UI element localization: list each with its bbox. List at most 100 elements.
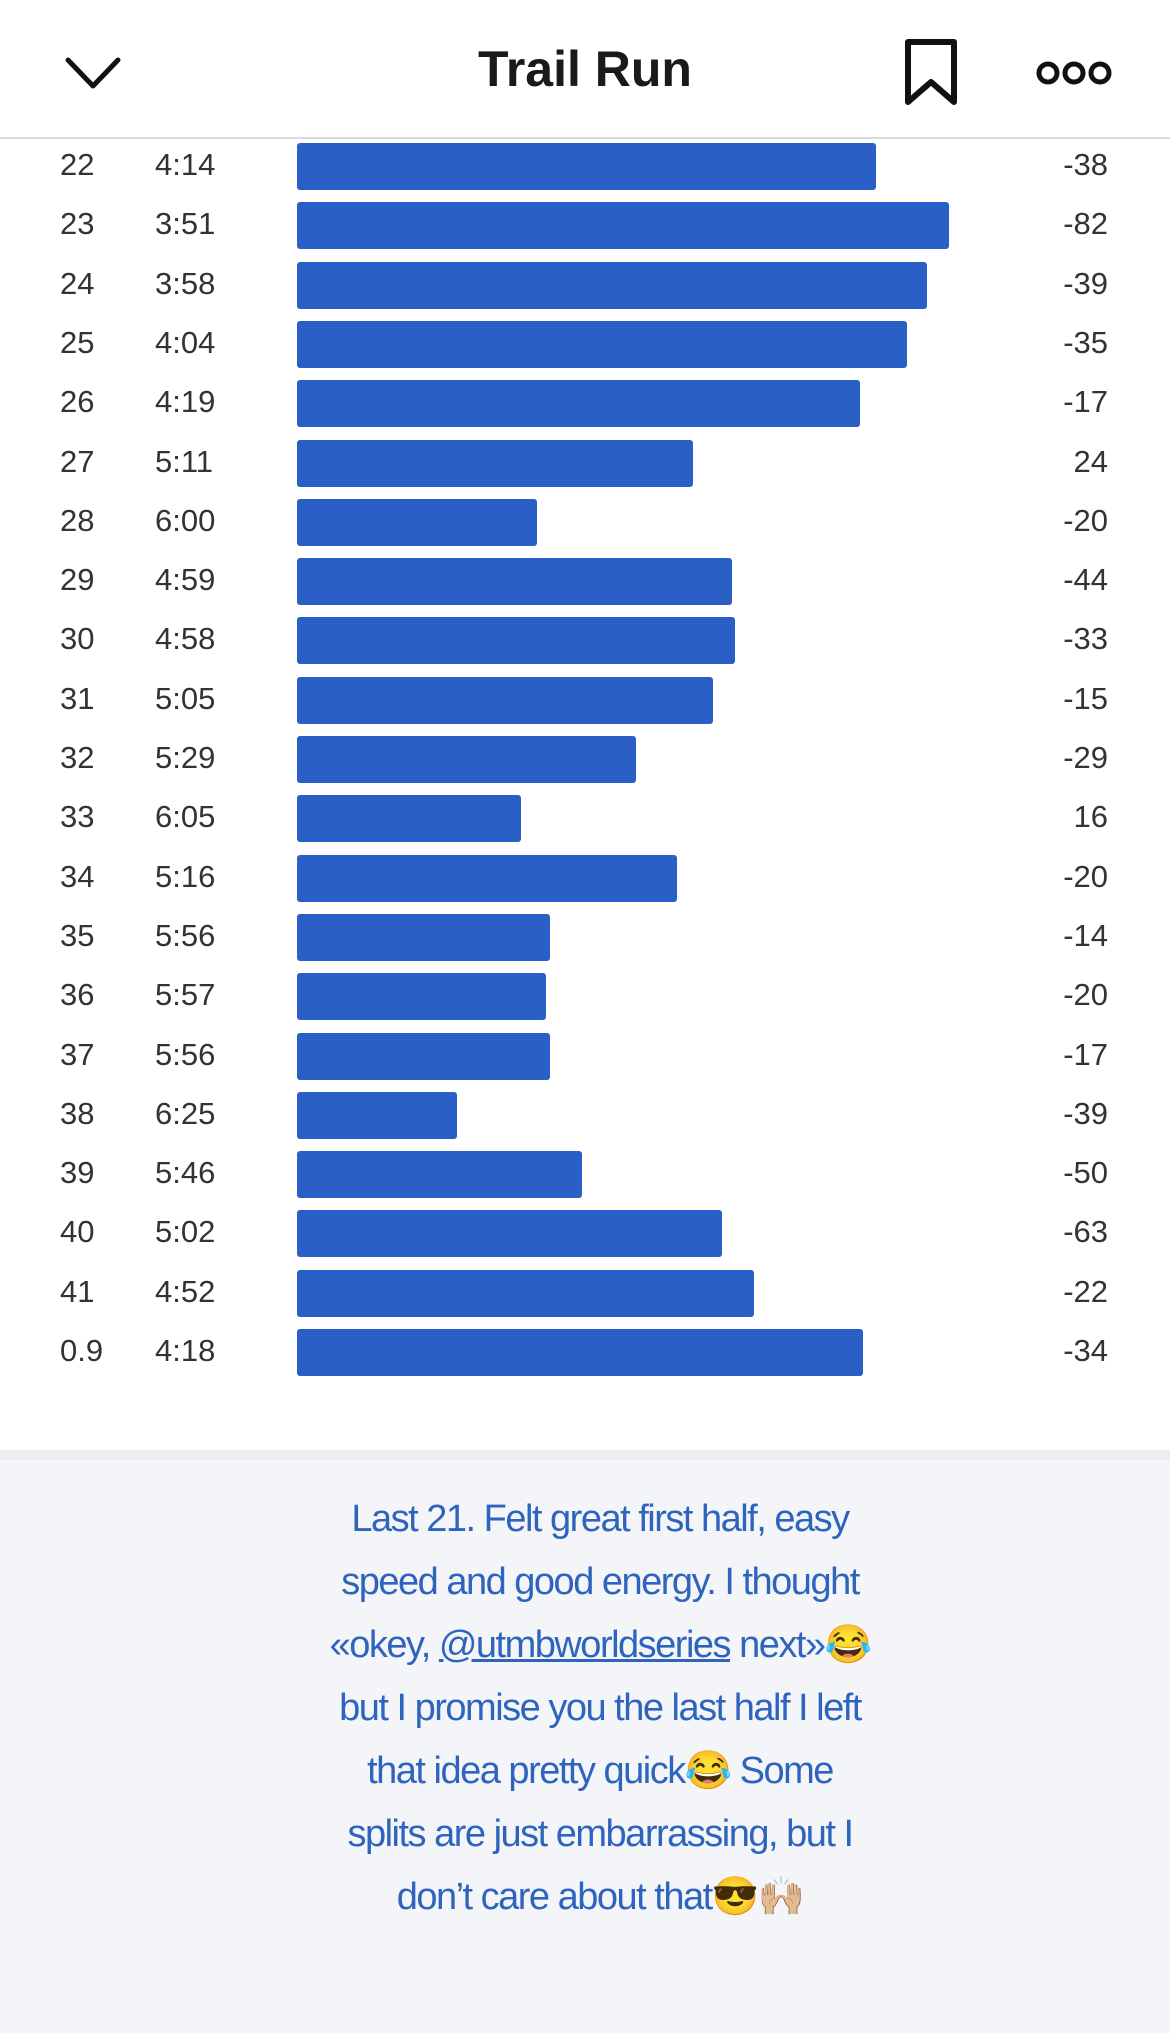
pace-bar: [297, 1032, 550, 1080]
pace-bar: [297, 498, 537, 546]
split-distance: 38: [60, 1095, 95, 1131]
pace-bar: [297, 202, 949, 250]
split-elevation: -50: [1063, 1155, 1108, 1191]
pace-bar: [297, 1329, 863, 1376]
caption-text: «okey,: [329, 1624, 439, 1666]
split-elevation: 24: [1073, 443, 1108, 479]
split-distance: 33: [60, 799, 95, 835]
split-elevation: -34: [1063, 1333, 1108, 1368]
page-title: Trail Run: [478, 41, 692, 97]
split-pace: 5:56: [155, 1036, 216, 1072]
split-row: 39 5:46 -50: [0, 1145, 1170, 1204]
split-row: 30 4:58 -33: [0, 611, 1170, 670]
pace-bar: [297, 143, 876, 190]
split-elevation: -35: [1063, 324, 1108, 360]
split-pace: 5:46: [155, 1155, 216, 1191]
split-elevation: -33: [1063, 621, 1108, 657]
caption-area: Last 21. Felt great first half, easy spe…: [0, 1450, 1170, 2033]
split-row: 26 4:19 -17: [0, 374, 1170, 433]
pace-bar: [297, 854, 677, 902]
split-row: 24 3:58 -39: [0, 256, 1170, 315]
split-elevation: -20: [1063, 977, 1108, 1013]
split-row: 25 4:04 -35: [0, 315, 1170, 374]
pace-bar: [297, 1210, 722, 1258]
split-pace: 4:14: [155, 147, 216, 182]
split-pace: 4:04: [155, 324, 216, 360]
split-row: 0.9 4:18 -34: [0, 1323, 1170, 1382]
split-row: 31 5:05 -15: [0, 671, 1170, 730]
post-caption: Last 21. Felt great first half, easy spe…: [290, 1488, 910, 1929]
split-distance: 37: [60, 1036, 95, 1072]
split-elevation: -17: [1063, 1036, 1108, 1072]
split-pace: 3:51: [155, 206, 216, 242]
split-pace: 6:25: [155, 1095, 216, 1131]
pace-bar: [297, 736, 636, 783]
split-elevation: -38: [1063, 147, 1108, 182]
split-distance: 0.9: [60, 1333, 104, 1368]
split-pace: 4:52: [155, 1273, 216, 1309]
split-row: 23 3:51 -82: [0, 196, 1170, 255]
split-row: 32 5:29 -29: [0, 730, 1170, 789]
split-elevation: -44: [1063, 562, 1108, 598]
split-pace: 5:56: [155, 917, 216, 953]
pace-bar: [297, 617, 735, 665]
split-pace: 5:29: [155, 740, 216, 775]
split-elevation: -39: [1063, 1095, 1108, 1131]
split-distance: 34: [60, 858, 95, 894]
split-elevation: -17: [1063, 384, 1108, 420]
caption-text: next»😂: [730, 1624, 872, 1666]
caption-line: Last 21. Felt great first half, easy: [351, 1498, 850, 1540]
pace-bar: [297, 558, 732, 606]
split-pace: 4:19: [155, 384, 216, 420]
split-elevation: -14: [1063, 917, 1108, 953]
split-distance: 35: [60, 917, 95, 953]
split-row: 29 4:59 -44: [0, 552, 1170, 611]
split-distance: 24: [60, 265, 95, 301]
split-pace: 6:05: [155, 799, 216, 835]
split-row: 28 6:00 -20: [0, 493, 1170, 552]
split-elevation: -22: [1063, 1273, 1108, 1309]
split-row: 22 4:14 -38: [0, 137, 1170, 196]
bookmark-icon[interactable]: [902, 38, 960, 108]
split-distance: 31: [60, 680, 95, 716]
split-row: 35 5:56 -14: [0, 908, 1170, 967]
pace-bar: [297, 439, 693, 487]
split-elevation: -82: [1063, 206, 1108, 242]
split-pace: 5:11: [155, 443, 214, 479]
split-elevation: -63: [1063, 1214, 1108, 1250]
split-distance: 30: [60, 621, 95, 657]
caption-line: «okey, @utmbworldseries next»😂: [290, 1614, 910, 1677]
pace-bar: [297, 676, 713, 724]
more-icon[interactable]: [1036, 54, 1112, 92]
split-distance: 41: [60, 1273, 95, 1309]
caption-line: splits are just embarrassing, but I: [347, 1813, 854, 1855]
split-elevation: -29: [1063, 740, 1108, 775]
pace-bar: [297, 973, 546, 1021]
split-elevation: -20: [1063, 502, 1108, 538]
split-pace: 4:59: [155, 562, 216, 598]
split-pace: 6:00: [155, 502, 216, 538]
split-distance: 36: [60, 977, 95, 1013]
pace-bar: [297, 380, 860, 428]
split-row: 27 5:11 24: [0, 434, 1170, 493]
split-elevation: -20: [1063, 858, 1108, 894]
split-pace: 5:16: [155, 858, 216, 894]
chevron-down-icon[interactable]: [62, 48, 124, 100]
split-distance: 32: [60, 740, 95, 775]
split-distance: 29: [60, 562, 95, 598]
caption-line: but I promise you the last half I left: [339, 1687, 862, 1729]
caption-line: don’t care about that😎🙌🏼: [396, 1876, 805, 1918]
split-distance: 22: [60, 147, 95, 182]
caption-line: that idea pretty quick😂 Some: [367, 1750, 834, 1792]
split-distance: 39: [60, 1155, 95, 1191]
pace-bar: [297, 913, 550, 961]
split-row: 38 6:25 -39: [0, 1086, 1170, 1145]
split-row: 37 5:56 -17: [0, 1027, 1170, 1086]
mention-link[interactable]: @utmbworldseries: [438, 1624, 732, 1666]
split-pace: 3:58: [155, 265, 216, 301]
split-row: 33 6:05 16: [0, 789, 1170, 848]
split-pace: 5:57: [155, 977, 216, 1013]
split-pace: 5:05: [155, 680, 216, 716]
pace-bar: [297, 795, 521, 843]
split-row: 40 5:02 -63: [0, 1204, 1170, 1263]
